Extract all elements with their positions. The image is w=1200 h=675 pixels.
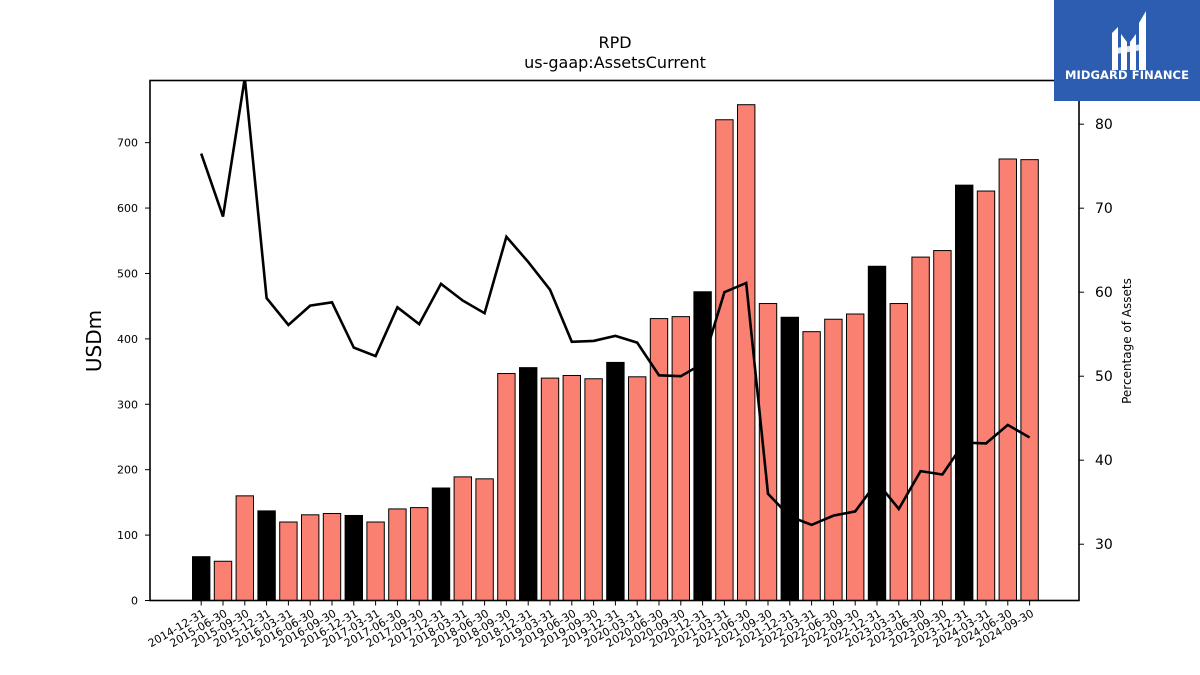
bar-2021-12-31 [780,316,799,601]
y2-tick-label: 70 [1095,201,1113,217]
bar-2017-06-30 [388,508,407,601]
bar-2017-09-30 [410,507,429,601]
bar-2023-06-30 [911,256,930,601]
bar-2020-03-31 [628,376,647,601]
bar-2023-09-30 [933,250,952,601]
bar-2022-06-30 [824,318,843,601]
bar-2024-06-30 [998,158,1017,602]
bar-2014-12-31 [192,556,211,601]
bar-2021-03-31 [715,119,734,601]
bar-2018-09-30 [497,373,516,601]
bar-2024-03-31 [976,190,996,601]
bar-2021-09-30 [758,303,778,601]
bar-2019-12-31 [606,361,625,601]
y-tick-label: 700 [117,137,138,150]
y2-axis-label: Percentage of Assets [1120,278,1134,404]
bar-2015-06-30 [213,560,233,601]
bar-2023-03-31 [889,303,908,601]
y2-tick-label: 80 [1095,117,1113,133]
bar-2022-09-30 [846,313,865,601]
y-tick-label: 0 [131,595,138,608]
y-tick-label: 100 [117,529,138,542]
y-tick-label: 400 [117,333,138,346]
y-tick-label: 500 [117,267,138,280]
y-axis-label: USDm [82,310,106,372]
bar-2022-12-31 [867,265,887,601]
bar-2019-03-31 [540,377,560,601]
logo-text: MIDGARD FINANCE [1064,68,1190,82]
bar-2018-03-31 [453,476,473,602]
y-tick-label: 600 [117,202,138,215]
bar-2018-12-31 [519,367,538,602]
y2-tick-label: 40 [1095,453,1113,469]
y-tick-label: 200 [117,464,138,477]
y-tick-label: 300 [117,398,138,411]
chart-title: RPD [598,33,631,52]
midgard-logo-mark-icon [1112,11,1146,70]
chart-subtitle: us-gaap:AssetsCurrent [524,53,706,72]
bar-2022-03-31 [802,331,821,601]
bar-2017-12-31 [431,487,451,601]
bar-2020-12-31 [693,291,712,601]
midgard-finance-logo: MIDGARD FINANCE [1054,0,1200,101]
bar-2020-06-30 [649,318,669,601]
bar-2017-03-31 [366,521,385,602]
bar-2018-06-30 [475,478,494,601]
y2-tick-label: 30 [1095,537,1113,553]
plot-frame [149,79,1080,602]
bar-2016-06-30 [301,514,320,601]
y2-tick-label: 50 [1095,369,1113,385]
percentage-of-assets-line [199,80,1031,527]
bar-2023-12-31 [955,184,974,601]
bar-2016-09-30 [322,513,342,602]
bar-2015-12-31 [257,510,276,602]
bar-2024-09-30 [1020,159,1039,601]
bar-2019-06-30 [562,374,581,601]
bar-2016-03-31 [279,521,298,602]
bar-2019-09-30 [584,378,603,602]
bar-2020-09-30 [671,316,690,601]
bar-2016-12-31 [344,514,364,601]
bar-2015-09-30 [235,495,255,602]
y2-tick-label: 60 [1095,285,1113,301]
